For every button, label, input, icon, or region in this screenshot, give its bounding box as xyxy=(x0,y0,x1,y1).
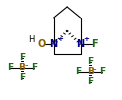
Text: F: F xyxy=(91,39,97,49)
Text: N: N xyxy=(50,39,58,49)
Text: N: N xyxy=(76,39,85,49)
Text: F: F xyxy=(19,74,25,82)
Text: O: O xyxy=(37,39,46,49)
Text: F: F xyxy=(19,54,25,62)
Text: –: – xyxy=(93,66,96,72)
Text: F: F xyxy=(75,68,81,76)
Text: B: B xyxy=(87,68,94,76)
Text: F: F xyxy=(31,64,37,72)
Text: +: + xyxy=(84,36,90,42)
Text: F: F xyxy=(87,57,93,66)
Text: F: F xyxy=(87,78,93,86)
Text: H: H xyxy=(29,36,35,44)
Text: +: + xyxy=(57,36,63,42)
Text: F: F xyxy=(7,64,13,72)
Text: B: B xyxy=(19,64,25,72)
Text: F: F xyxy=(99,68,106,76)
Text: –: – xyxy=(25,62,28,68)
